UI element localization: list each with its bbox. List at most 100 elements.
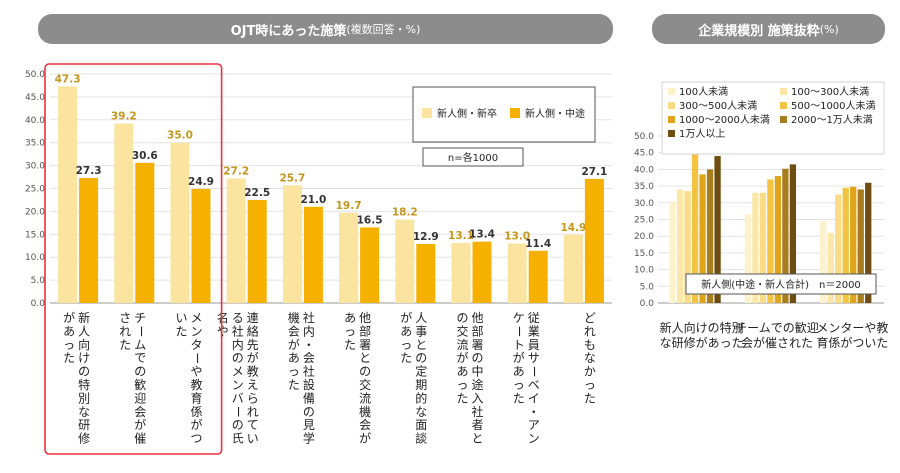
y-tick-label: 10.0 bbox=[634, 266, 654, 276]
category-label: 会が催された bbox=[741, 335, 813, 350]
category-char: っ bbox=[400, 338, 412, 352]
category-char: た bbox=[456, 391, 468, 405]
legend-label: 300～500人未満 bbox=[679, 100, 757, 112]
bar bbox=[752, 192, 759, 303]
legend-label: 2000～1万人未満 bbox=[791, 114, 873, 126]
data-label: 27.2 bbox=[223, 165, 249, 177]
category-char: で bbox=[134, 351, 146, 365]
bar bbox=[744, 214, 752, 303]
category-char: っ bbox=[63, 338, 75, 352]
bar bbox=[360, 227, 380, 303]
category-char: 絡 bbox=[247, 323, 259, 338]
category-char: 学 bbox=[303, 431, 315, 446]
right-title-note: (%) bbox=[819, 22, 839, 36]
y-tick-label: 0.0 bbox=[640, 299, 655, 309]
category-char: の bbox=[134, 365, 146, 379]
bar bbox=[226, 178, 246, 303]
category-char: 会 bbox=[303, 351, 315, 365]
bar bbox=[676, 189, 684, 303]
category-char: た bbox=[63, 351, 75, 365]
category-char: の bbox=[232, 418, 244, 432]
legend-label: 500～1000人未満 bbox=[791, 100, 876, 112]
legend-box bbox=[412, 86, 596, 143]
left-title: OJT時にあった施策 bbox=[230, 23, 347, 39]
category-char: サ bbox=[528, 351, 540, 365]
category-char: 機 bbox=[359, 404, 371, 419]
data-label: 16.5 bbox=[357, 214, 383, 226]
category-char: ン bbox=[232, 378, 244, 392]
category-char: つ bbox=[190, 432, 202, 446]
bar bbox=[114, 123, 134, 304]
category-char: 向 bbox=[78, 337, 90, 352]
category-char: ム bbox=[134, 338, 146, 352]
category-char: も bbox=[584, 338, 596, 352]
bar bbox=[865, 182, 872, 303]
category-char: が bbox=[513, 350, 525, 365]
bar bbox=[820, 221, 827, 303]
category-char: 員 bbox=[528, 338, 540, 352]
category-char: 者 bbox=[471, 418, 483, 432]
category-char: て bbox=[247, 418, 259, 432]
n-box bbox=[422, 147, 524, 167]
category-char: あ bbox=[344, 311, 356, 325]
category-char: 社 bbox=[232, 323, 244, 338]
data-label: 30.6 bbox=[132, 150, 158, 162]
category-char: た bbox=[344, 338, 356, 352]
category-char: 人 bbox=[415, 311, 427, 325]
legend-swatch bbox=[780, 88, 787, 95]
category-char: イ bbox=[528, 391, 540, 405]
category-char: ら bbox=[247, 391, 259, 405]
bar bbox=[303, 206, 323, 303]
category-char: 教 bbox=[190, 377, 202, 392]
legend-swatch bbox=[668, 116, 675, 123]
category-char: 署 bbox=[471, 338, 483, 352]
n-box bbox=[685, 273, 877, 295]
category-char: ー bbox=[512, 325, 526, 337]
category-char: 他 bbox=[359, 311, 371, 325]
category-char: ベ bbox=[528, 378, 540, 392]
n-label: 新人側(中途・新人合計) n＝2000 bbox=[701, 278, 861, 291]
category-char: 備 bbox=[303, 390, 315, 405]
n-label: n=各1000 bbox=[448, 151, 498, 164]
category-char: あ bbox=[63, 324, 75, 338]
bar bbox=[472, 241, 492, 303]
category-char: れ bbox=[119, 324, 131, 338]
y-tick-label: 20.0 bbox=[634, 232, 654, 242]
highlight-box bbox=[44, 63, 223, 455]
category-char: が bbox=[134, 417, 146, 432]
category-char: 先 bbox=[247, 338, 259, 352]
category-char: 流 bbox=[359, 391, 371, 405]
data-label: 11.4 bbox=[525, 238, 551, 250]
category-char: ど bbox=[584, 311, 596, 325]
category-char: 定 bbox=[415, 364, 427, 379]
category-char: の bbox=[78, 365, 90, 379]
category-char: 的 bbox=[415, 390, 427, 405]
category-char: 署 bbox=[359, 338, 371, 352]
category-char: 社 bbox=[471, 404, 483, 419]
category-char: っ bbox=[513, 378, 525, 392]
legend-label: 100人未満 bbox=[679, 86, 728, 98]
bar bbox=[684, 191, 691, 303]
bar bbox=[584, 178, 604, 303]
category-char: 機 bbox=[288, 310, 300, 325]
category-char: ー bbox=[231, 406, 245, 418]
bar bbox=[451, 243, 471, 303]
bar bbox=[669, 201, 676, 303]
bar bbox=[528, 250, 548, 303]
category-char: あ bbox=[456, 365, 468, 379]
category-char: 迎 bbox=[134, 391, 146, 405]
category-char: っ bbox=[584, 378, 596, 392]
category-char: 期 bbox=[415, 378, 427, 392]
y-tick-label: 25.0 bbox=[25, 185, 45, 195]
bar bbox=[339, 212, 359, 303]
category-char: ・ bbox=[528, 405, 540, 419]
category-label: 育係がついた bbox=[816, 335, 888, 350]
data-label: 35.0 bbox=[167, 130, 193, 142]
category-char: 教 bbox=[247, 364, 259, 379]
category-char: 部 bbox=[471, 323, 483, 338]
data-label: 18.2 bbox=[392, 207, 418, 219]
legend-swatch bbox=[668, 102, 675, 109]
category-char: の bbox=[232, 351, 244, 365]
